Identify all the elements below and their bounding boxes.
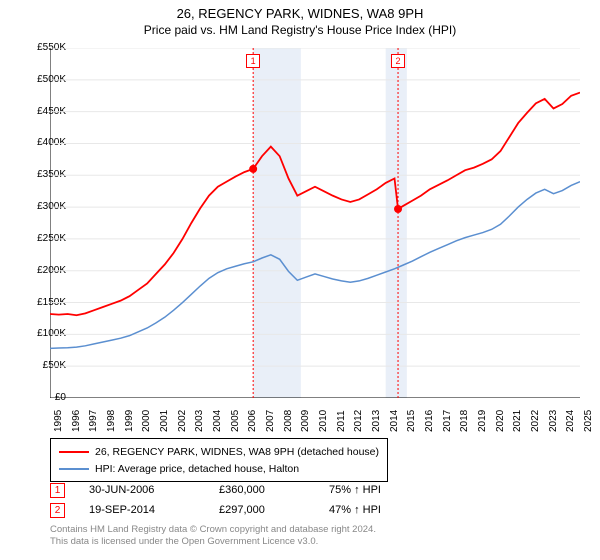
footer-line2: This data is licensed under the Open Gov…: [50, 536, 376, 548]
legend: 26, REGENCY PARK, WIDNES, WA8 9PH (detac…: [50, 438, 388, 482]
x-tick-label: 2024: [565, 410, 576, 432]
x-tick-label: 2014: [389, 410, 400, 432]
x-tick-label: 2023: [548, 410, 559, 432]
footer: Contains HM Land Registry data © Crown c…: [50, 524, 376, 549]
x-tick-label: 1998: [106, 410, 117, 432]
x-tick-label: 2003: [194, 410, 205, 432]
x-tick-label: 1996: [71, 410, 82, 432]
x-tick-label: 2001: [159, 410, 170, 432]
marker-num-box: 1: [50, 483, 65, 498]
x-tick-label: 2015: [406, 410, 417, 432]
x-tick-label: 2008: [283, 410, 294, 432]
x-tick-label: 2018: [459, 410, 470, 432]
marker-date: 19-SEP-2014: [89, 504, 219, 516]
x-tick-label: 2019: [477, 410, 488, 432]
marker-box-2: 2: [391, 54, 405, 68]
marker-row-2: 2 19-SEP-2014 £297,000 47% ↑ HPI: [50, 500, 429, 520]
marker-price: £297,000: [219, 504, 329, 516]
x-tick-label: 2009: [300, 410, 311, 432]
legend-swatch: [59, 451, 89, 453]
x-tick-label: 2004: [212, 410, 223, 432]
x-tick-label: 2017: [442, 410, 453, 432]
x-tick-label: 1995: [53, 410, 64, 432]
legend-label: HPI: Average price, detached house, Halt…: [95, 463, 299, 475]
legend-swatch: [59, 468, 89, 470]
x-tick-label: 2025: [583, 410, 594, 432]
x-tick-label: 2020: [495, 410, 506, 432]
marker-date: 30-JUN-2006: [89, 484, 219, 496]
x-tick-label: 2010: [318, 410, 329, 432]
x-tick-label: 2007: [265, 410, 276, 432]
chart-area: [50, 48, 580, 398]
x-tick-label: 2011: [336, 410, 347, 432]
marker-hpi: 75% ↑ HPI: [329, 484, 429, 496]
x-tick-label: 2000: [141, 410, 152, 432]
marker-row-1: 1 30-JUN-2006 £360,000 75% ↑ HPI: [50, 480, 429, 500]
legend-row-hpi: HPI: Average price, detached house, Halt…: [59, 460, 379, 477]
sub-title: Price paid vs. HM Land Registry's House …: [0, 23, 600, 37]
x-tick-label: 1997: [88, 410, 99, 432]
x-tick-label: 2013: [371, 410, 382, 432]
main-title: 26, REGENCY PARK, WIDNES, WA8 9PH: [0, 6, 600, 21]
x-tick-label: 2002: [177, 410, 188, 432]
title-block: 26, REGENCY PARK, WIDNES, WA8 9PH Price …: [0, 0, 600, 37]
x-tick-label: 2006: [247, 410, 258, 432]
x-tick-label: 2016: [424, 410, 435, 432]
x-tick-label: 2022: [530, 410, 541, 432]
marker-table: 1 30-JUN-2006 £360,000 75% ↑ HPI 2 19-SE…: [50, 480, 429, 520]
x-tick-label: 2012: [353, 410, 364, 432]
marker-hpi: 47% ↑ HPI: [329, 504, 429, 516]
marker-box-1: 1: [246, 54, 260, 68]
footer-line1: Contains HM Land Registry data © Crown c…: [50, 524, 376, 536]
legend-row-property: 26, REGENCY PARK, WIDNES, WA8 9PH (detac…: [59, 443, 379, 460]
marker-num-box: 2: [50, 503, 65, 518]
marker-price: £360,000: [219, 484, 329, 496]
chart-container: 26, REGENCY PARK, WIDNES, WA8 9PH Price …: [0, 0, 600, 560]
x-tick-label: 1999: [124, 410, 135, 432]
legend-label: 26, REGENCY PARK, WIDNES, WA8 9PH (detac…: [95, 446, 379, 458]
x-tick-label: 2005: [230, 410, 241, 432]
x-tick-label: 2021: [512, 410, 523, 432]
chart-svg: [50, 48, 580, 398]
